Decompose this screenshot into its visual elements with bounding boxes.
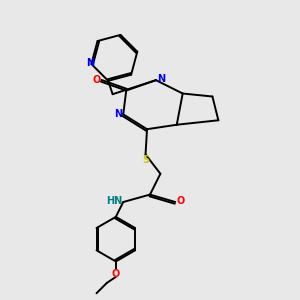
- Text: O: O: [176, 196, 185, 206]
- Text: O: O: [112, 269, 120, 279]
- Text: HN: HN: [106, 196, 122, 206]
- Text: N: N: [86, 58, 94, 68]
- Text: N: N: [114, 109, 122, 119]
- Text: N: N: [157, 74, 165, 84]
- Text: S: S: [142, 155, 149, 165]
- Text: O: O: [92, 75, 101, 85]
